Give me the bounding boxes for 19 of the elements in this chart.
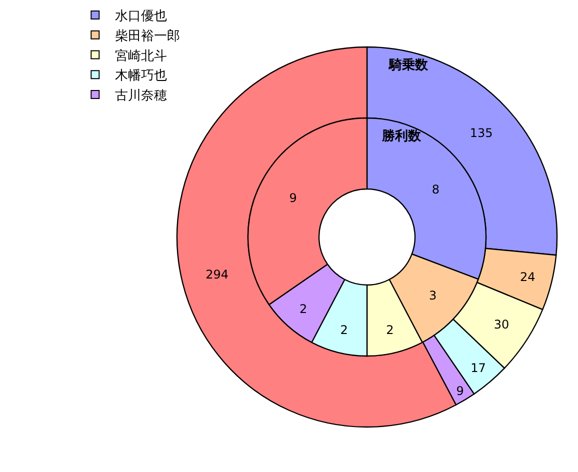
data-label: 3	[428, 288, 437, 302]
data-label: 24	[520, 270, 536, 284]
slice-label: 勝利数	[381, 128, 422, 144]
data-label: 30	[494, 318, 510, 332]
slice-label: 騎乗数	[388, 57, 429, 73]
data-label: 294	[206, 267, 229, 282]
data-label: 2	[340, 323, 348, 338]
legend-label: 水口優也	[115, 9, 168, 24]
data-label: 9	[289, 191, 297, 206]
data-label: 9	[456, 384, 464, 398]
data-label: 8	[432, 182, 440, 197]
legend-label: 宮崎北斗	[115, 48, 168, 64]
legend-label: 柴田裕一郎	[115, 28, 180, 44]
legend-label: 木幡巧也	[115, 68, 168, 84]
data-label: 2	[300, 302, 308, 316]
legend-label: 古川奈穂	[115, 88, 168, 104]
data-label: 135	[470, 126, 493, 140]
data-label: 2	[386, 323, 394, 338]
data-label: 17	[470, 361, 486, 376]
